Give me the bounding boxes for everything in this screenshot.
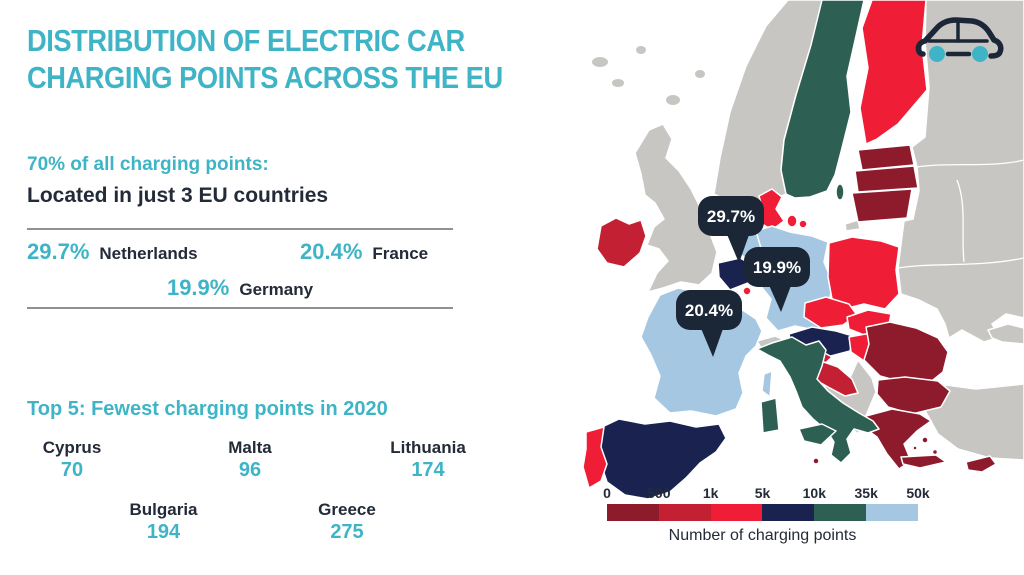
callout-tail	[768, 283, 792, 312]
legend-tick: 1k	[702, 485, 719, 501]
share-item-germany: 19.9% Germany	[27, 275, 453, 301]
map-island-sardinia	[760, 397, 780, 434]
callout-bubble	[676, 290, 742, 330]
page-title: DISTRIBUTION OF ELECTRIC CAR CHARGING PO…	[27, 22, 503, 96]
europe-choropleth-map: 29.7% 19.9% 20.4%	[560, 0, 1024, 575]
fewest-item-greece: Greece 275	[297, 500, 397, 544]
map-country-portugal	[582, 426, 608, 489]
legend-tick: 10k	[802, 485, 826, 501]
fewest-value: 194	[146, 521, 181, 543]
map-country-ireland	[596, 217, 647, 268]
callout-netherlands: 29.7%	[698, 196, 764, 263]
callout-tail	[700, 326, 724, 357]
fewest-value: 96	[238, 459, 262, 481]
map-region-eastern-europe	[897, 0, 1024, 343]
fewest-country: Malta	[228, 438, 272, 457]
fewest-country: Cyprus	[42, 438, 102, 457]
map-border-belarus-ukraine	[897, 257, 1024, 269]
map-country-finland	[859, 0, 928, 145]
fewest-item-lithuania: Lithuania 174	[373, 438, 483, 482]
share-country: France	[372, 244, 429, 263]
legend-tick: 0	[603, 485, 611, 501]
car-wheel-left	[929, 46, 945, 62]
callout-tail	[726, 232, 750, 263]
legend-caption: Number of charging points	[668, 527, 857, 544]
map-country-italy	[756, 336, 880, 464]
map-region-kaliningrad	[844, 219, 861, 232]
callout-france: 20.4%	[676, 290, 742, 357]
map-country-greece	[862, 408, 947, 470]
share-country: Germany	[239, 280, 314, 299]
share-pct: 19.9%	[166, 275, 230, 300]
electric-car-icon	[915, 17, 1004, 62]
legend-ticks: 0 500 1k 5k 10k 35k 50k	[603, 485, 930, 502]
car-wheel-right	[972, 46, 988, 62]
map-country-uk	[634, 123, 718, 293]
fewest-country: Bulgaria	[129, 500, 198, 519]
map-country-estonia	[857, 144, 915, 171]
callout-germany: 19.9%	[744, 247, 810, 312]
top3-subheading: Located in just 3 EU countries	[27, 184, 329, 207]
map-country-sweden	[780, 0, 865, 199]
map-country-romania	[863, 321, 949, 385]
legend-tick: 50k	[906, 485, 930, 501]
map-border-baltic-russia	[916, 159, 1024, 168]
legend-swatch-500-1k	[658, 504, 711, 521]
callout-label: 20.4%	[685, 301, 733, 320]
share-pct: 20.4%	[300, 239, 363, 264]
legend-swatch-0-500	[607, 504, 659, 521]
legend-tick: 500	[647, 485, 671, 501]
fewest-value: 70	[60, 459, 84, 481]
share-item-france: 20.4% France	[300, 239, 428, 265]
map-country-poland	[827, 236, 900, 310]
legend-swatch-35k-50k	[866, 504, 918, 521]
legend-tick: 35k	[854, 485, 878, 501]
callout-label: 19.9%	[753, 258, 801, 277]
map-legend: 0 500 1k 5k 10k 35k 50k Number of chargi…	[603, 485, 930, 545]
map-country-lithuania	[851, 188, 913, 223]
fewest-value: 174	[411, 459, 445, 481]
legend-swatch-10k-35k	[814, 504, 867, 521]
map-country-denmark	[758, 188, 808, 231]
map-region-crimea	[987, 323, 1024, 345]
map-country-luxembourg	[742, 286, 752, 296]
map-island-corsica	[761, 370, 773, 398]
page-title-line1: DISTRIBUTION OF ELECTRIC CAR	[27, 23, 465, 58]
share-item-netherlands: 29.7% Netherlands	[27, 239, 198, 265]
divider-top	[27, 228, 453, 230]
fewest-item-bulgaria: Bulgaria 194	[111, 500, 216, 544]
fewest-item-malta: Malta 96	[200, 438, 300, 482]
fewest-country: Lithuania	[390, 438, 466, 457]
map-country-malta	[812, 457, 820, 465]
map-country-bulgaria	[876, 376, 951, 415]
top3-heading: 70% of all charging points:	[27, 154, 269, 175]
map-country-spain	[593, 418, 727, 500]
legend-tick: 5k	[754, 485, 771, 501]
map-island-gotland	[835, 183, 845, 201]
share-country: Netherlands	[99, 244, 198, 263]
fewest-country: Greece	[318, 500, 376, 519]
fewest-item-cyprus: Cyprus 70	[22, 438, 122, 482]
map-country-cyprus	[965, 455, 997, 473]
callout-bubble	[698, 196, 764, 236]
legend-swatch-5k-10k	[762, 504, 815, 521]
divider-bottom	[27, 307, 453, 309]
top5-heading: Top 5: Fewest charging points in 2020	[27, 398, 388, 420]
share-pct: 29.7%	[27, 239, 90, 264]
legend-swatch-1k-5k	[710, 504, 763, 521]
page-title-line2: CHARGING POINTS ACROSS THE EU	[27, 60, 503, 95]
map-islands-norwegian-coast	[592, 46, 705, 105]
map-border-russia-ukraine	[956, 179, 965, 263]
fewest-value: 275	[330, 521, 364, 543]
map-country-latvia	[854, 165, 919, 193]
legend-color-bar	[607, 504, 918, 521]
callout-label: 29.7%	[707, 207, 755, 226]
car-body	[915, 17, 1004, 59]
callout-bubble	[744, 247, 810, 287]
